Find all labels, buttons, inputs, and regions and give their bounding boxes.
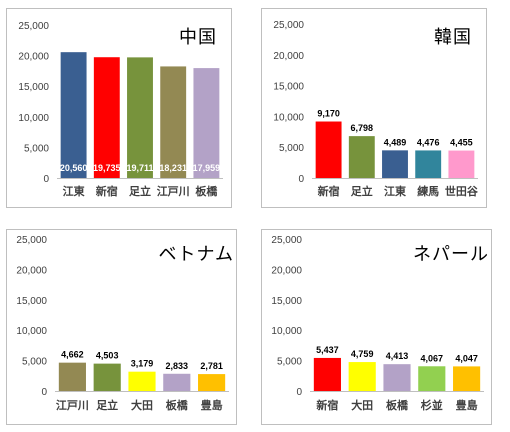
data-label: 6,798	[351, 123, 374, 133]
bar	[448, 150, 475, 178]
bar	[128, 371, 156, 391]
bar	[163, 373, 191, 391]
bar	[93, 57, 120, 178]
y-tick-label: 25,000	[18, 21, 49, 32]
data-label: 4,662	[61, 350, 84, 360]
data-label: 4,413	[386, 351, 409, 361]
y-tick-label: 15,000	[271, 296, 302, 307]
data-label: 4,047	[455, 353, 478, 363]
chart-svg: 0 5,000 10,000 15,000 20,000 25,000 5,437 新宿 4,7…	[271, 235, 484, 412]
chart-panel-china: 中国 0 5,000 10,000 15,000 20,000 25,000 20,560 江…	[6, 8, 232, 208]
x-tick-label: 杉並	[421, 398, 443, 412]
x-tick-label: 足立	[351, 184, 373, 198]
bar	[160, 66, 187, 178]
x-tick-label: 新宿	[96, 184, 118, 198]
data-label: 20,560	[60, 163, 88, 173]
bar	[93, 363, 121, 391]
y-tick-label: 10,000	[16, 326, 47, 337]
x-tick-label: 板橋	[386, 398, 409, 412]
bar	[313, 357, 341, 391]
y-tick-label: 20,000	[18, 52, 49, 63]
x-tick-label: 豊島	[456, 398, 478, 412]
x-tick-label: 足立	[96, 398, 118, 412]
y-tick-label: 5,000	[279, 143, 304, 154]
y-tick-label: 10,000	[18, 113, 49, 124]
y-tick-label: 15,000	[16, 296, 47, 307]
chart-svg: 0 5,000 10,000 15,000 20,000 25,000 20,560 江東 19…	[18, 21, 223, 198]
data-label: 18,231	[159, 163, 187, 173]
data-label: 19,711	[126, 163, 153, 173]
data-label: 4,455	[450, 138, 473, 148]
y-tick-label: 5,000	[24, 143, 49, 154]
y-tick-label: 10,000	[273, 112, 304, 123]
chart-panel-vietnam: ベトナム 0 5,000 10,000 15,000 20,000 25,000 4,662…	[6, 229, 237, 425]
x-tick-label: 世田谷	[445, 184, 479, 198]
x-tick-label: 江戸川	[157, 184, 190, 198]
bar	[348, 362, 376, 391]
data-label: 9,170	[317, 109, 340, 119]
x-tick-label: 板橋	[195, 184, 218, 198]
x-tick-label: 新宿	[318, 184, 340, 198]
bar	[415, 150, 442, 178]
data-label: 2,833	[166, 361, 189, 371]
bar	[383, 364, 411, 391]
chart-title: 韓国	[434, 27, 472, 48]
y-tick-label: 5,000	[22, 357, 47, 368]
bar	[382, 150, 408, 178]
x-tick-label: 江東	[63, 184, 86, 198]
chart-title: 中国	[179, 27, 217, 48]
y-tick-label: 25,000	[16, 235, 47, 246]
x-tick-label: 大田	[351, 398, 373, 412]
x-tick-label: 江東	[384, 184, 407, 198]
data-label: 4,067	[421, 353, 444, 363]
y-tick-label: 25,000	[271, 235, 302, 246]
y-tick-label: 20,000	[273, 51, 304, 62]
data-label: 3,179	[131, 359, 154, 369]
chart-panel-korea: 韓国 0 5,000 10,000 15,000 20,000 25,000 9,170 新宿…	[261, 8, 487, 208]
x-tick-label: 江戸川	[56, 398, 89, 412]
data-label: 5,437	[316, 345, 339, 355]
y-tick-label: 15,000	[18, 82, 49, 93]
chart-title: ネパール	[413, 244, 489, 265]
y-tick-label: 20,000	[271, 265, 302, 276]
bar	[453, 366, 481, 391]
y-tick-label: 0	[41, 387, 47, 398]
bar	[60, 52, 87, 178]
chart-svg: 0 5,000 10,000 15,000 20,000 25,000 4,662 江戸川 4,…	[16, 235, 229, 412]
x-tick-label: 足立	[129, 184, 151, 198]
data-label: 4,759	[351, 349, 374, 359]
y-tick-label: 0	[43, 174, 49, 185]
bar	[193, 68, 220, 178]
x-tick-label: 豊島	[201, 398, 223, 412]
chart-title: ベトナム	[158, 244, 234, 265]
x-tick-label: 板橋	[166, 398, 189, 412]
bar	[315, 121, 342, 178]
y-tick-label: 20,000	[16, 265, 47, 276]
y-tick-label: 5,000	[277, 357, 302, 368]
bar	[198, 374, 226, 391]
bar	[58, 362, 86, 391]
chart-panel-nepal: ネパール 0 5,000 10,000 15,000 20,000 25,000 5,437…	[261, 229, 492, 425]
x-tick-label: 新宿	[316, 398, 338, 412]
y-tick-label: 0	[298, 174, 304, 185]
data-label: 17,959	[193, 163, 221, 173]
data-label: 2,781	[200, 361, 223, 371]
x-tick-label: 練馬	[417, 184, 439, 198]
data-label: 4,489	[384, 137, 407, 147]
bar	[418, 366, 446, 391]
y-tick-label: 0	[296, 387, 302, 398]
y-tick-label: 25,000	[273, 20, 304, 31]
bar	[127, 57, 153, 178]
data-label: 19,735	[93, 163, 121, 173]
data-label: 4,476	[417, 137, 440, 147]
x-tick-label: 大田	[131, 398, 153, 412]
y-tick-label: 10,000	[271, 326, 302, 337]
bar	[348, 136, 375, 178]
chart-svg: 0 5,000 10,000 15,000 20,000 25,000 9,170 新宿 6,7…	[273, 20, 479, 198]
data-label: 4,503	[96, 351, 119, 361]
y-tick-label: 15,000	[273, 82, 304, 93]
